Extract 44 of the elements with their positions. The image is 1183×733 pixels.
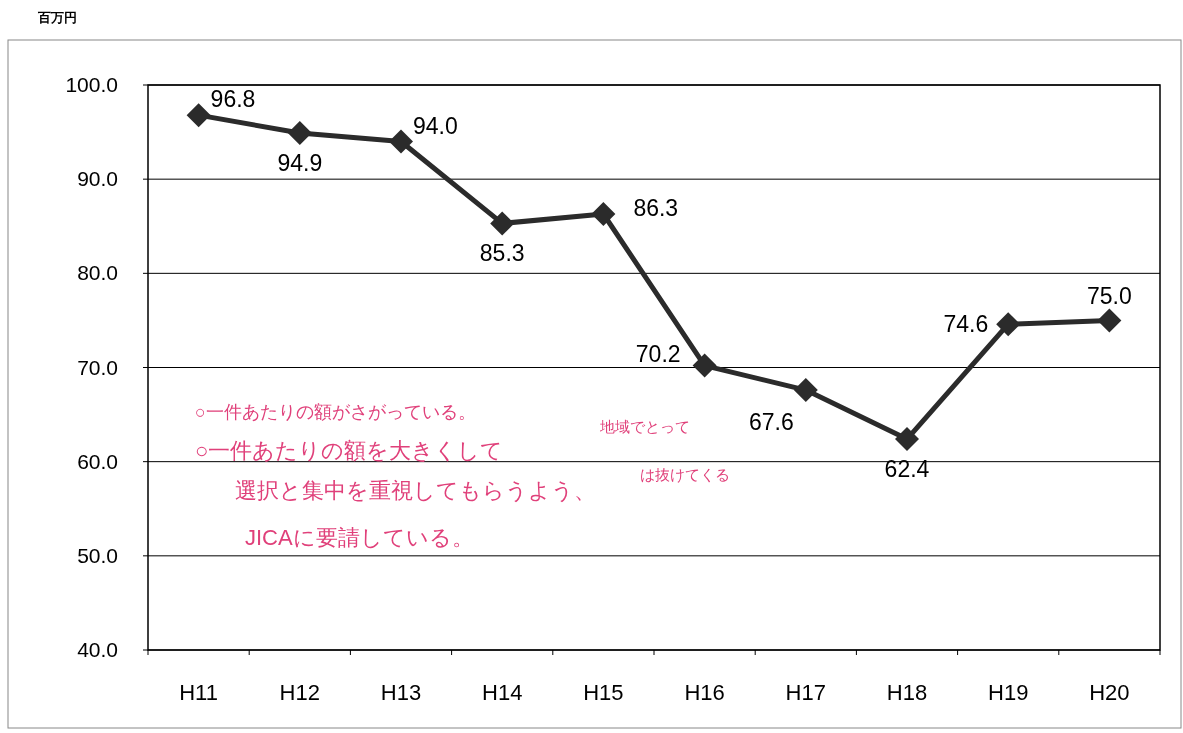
x-tick-label: H12 — [279, 680, 320, 705]
text: 96.8 — [210, 86, 256, 113]
point — [692, 353, 717, 378]
x-tick-label: H13 — [380, 680, 422, 705]
y-tick-label: 80.0 — [77, 261, 118, 285]
y-tick-label: 60.0 — [77, 449, 118, 473]
annotation: 地域でとって — [599, 418, 690, 435]
text: 85.3 — [479, 240, 525, 267]
point — [591, 202, 616, 227]
text: 94.0 — [413, 112, 458, 139]
text: 67.6 — [749, 409, 794, 436]
x-tick-label: H11 — [179, 680, 218, 705]
y-tick-label: 70.0 — [77, 355, 118, 379]
text: 75.0 — [1087, 283, 1132, 310]
annotation: JICAに要請している。 — [245, 525, 474, 550]
x-tick-label: H20 — [1089, 680, 1130, 705]
annotation: ○一件あたりの額を大きくして — [195, 438, 504, 463]
x-tick-label: H14 — [482, 680, 523, 705]
x-tick-label: H15 — [583, 680, 624, 705]
text: 74.6 — [943, 311, 989, 338]
point — [1097, 308, 1122, 333]
y-tick-label: 40.0 — [77, 638, 118, 661]
point — [389, 129, 413, 154]
text: 94.9 — [277, 150, 323, 177]
point — [996, 312, 1021, 337]
x-tick-label: H19 — [988, 680, 1029, 705]
point — [186, 103, 211, 128]
text: 70.2 — [635, 340, 681, 367]
point — [793, 378, 818, 403]
text: 62.4 — [884, 456, 930, 483]
annotation: は抜けてくる — [640, 466, 730, 483]
annotation: 選択と集中を重視してもらうよう、 — [235, 478, 596, 503]
x-tick-label: H16 — [684, 680, 725, 705]
x-tick-label: H18 — [886, 680, 928, 705]
point — [895, 427, 919, 452]
y-tick-label: 50.0 — [77, 543, 118, 567]
text: 86.3 — [633, 195, 679, 222]
annotation: ○一件あたりの額がさがっている。 — [195, 402, 476, 422]
point — [287, 121, 312, 146]
x-tick-label: H17 — [785, 680, 826, 705]
point — [490, 211, 515, 236]
y-axis-title: 百万円 — [37, 10, 77, 25]
y-tick-label: 100.0 — [65, 73, 118, 96]
y-tick-label: 90.0 — [77, 167, 118, 191]
